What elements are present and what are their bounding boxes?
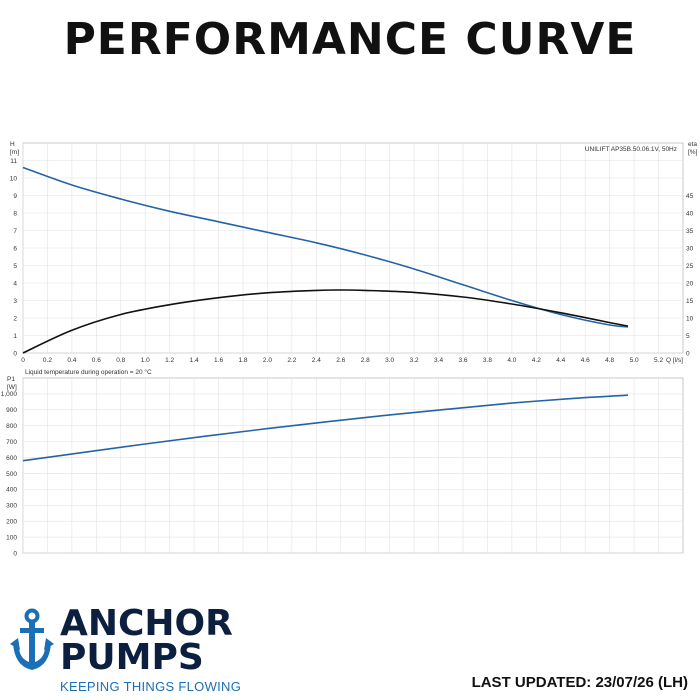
brand-name-line1: ANCHOR — [60, 603, 233, 644]
x-tick-label: 1.6 — [214, 357, 223, 364]
y-tick-label: 0 — [13, 350, 17, 357]
x-tick-label: 0.2 — [43, 357, 52, 364]
x-tick-label: 3.8 — [483, 357, 492, 364]
x-tick-label: 2.6 — [336, 357, 345, 364]
y-axis-unit: [m] — [10, 149, 19, 156]
y2-tick-label: 45 — [686, 193, 694, 200]
efficiency-curve — [22, 289, 629, 354]
y-tick-label: 6 — [13, 245, 17, 252]
chart-annotation: Liquid temperature during operation = 20… — [25, 368, 152, 376]
y-axis-unit: [W] — [7, 384, 17, 391]
y-tick-label: 900 — [6, 407, 17, 414]
y2-tick-label: 25 — [686, 263, 694, 270]
x-tick-label: 1.2 — [165, 357, 174, 364]
y-tick-label: 7 — [13, 228, 17, 235]
y-tick-label: 200 — [6, 518, 17, 525]
y-tick-label: 0 — [13, 550, 17, 557]
page-title: PERFORMANCE CURVE — [63, 14, 637, 65]
y2-tick-label: 0 — [686, 350, 690, 357]
y2-tick-label: 40 — [686, 210, 694, 217]
brand-name-line2: PUMPS — [60, 637, 204, 678]
y2-tick-label: 20 — [686, 280, 694, 287]
x-tick-label: 4.0 — [507, 357, 516, 364]
y-tick-label: 4 — [13, 280, 17, 287]
y-tick-label: 9 — [13, 193, 17, 200]
x-tick-label: 0 — [21, 357, 25, 364]
y-tick-label: 600 — [6, 455, 17, 462]
last-updated-text: LAST UPDATED: 23/07/26 (LH) — [471, 674, 688, 691]
y-tick-label: 300 — [6, 503, 17, 510]
x-tick-label: 4.2 — [532, 357, 541, 364]
y-tick-label: 100 — [6, 534, 17, 541]
y2-axis-label: eta — [688, 141, 697, 148]
x-tick-label: 5.2 — [654, 357, 663, 364]
y-tick-label: 11 — [10, 158, 17, 165]
x-tick-label: 3.0 — [385, 357, 394, 364]
x-tick-label: 1.4 — [190, 357, 199, 364]
y2-tick-label: 30 — [686, 245, 694, 252]
x-tick-label: 1.0 — [141, 357, 150, 364]
anchor-icon — [10, 608, 54, 679]
y-tick-label: 1,000 — [1, 391, 18, 398]
x-axis-label: Q [l/s] — [666, 357, 683, 364]
x-tick-label: 0.4 — [67, 357, 76, 364]
y2-tick-label: 15 — [686, 298, 694, 305]
y2-axis-unit: [%] — [688, 149, 698, 156]
x-tick-label: 0.8 — [116, 357, 125, 364]
brand-tagline: KEEPING THINGS FLOWING — [60, 679, 242, 694]
x-tick-label: 2.2 — [287, 357, 296, 364]
pump-curve-chart: 0 0.2 0.4 0.6 0.8 1.0 1.2 1.4 1.6 1.8 2.0 2.2 2.4 2.6… — [10, 141, 698, 364]
head-curve — [22, 166, 629, 328]
x-tick-label: 0.6 — [92, 357, 101, 364]
y-tick-label: 800 — [6, 423, 17, 430]
x-tick-label: 1.8 — [238, 357, 247, 364]
x-tick-label: 3.2 — [410, 357, 419, 364]
y-tick-label: 400 — [6, 487, 17, 494]
x-tick-label: 4.8 — [605, 357, 614, 364]
y-tick-label: 500 — [6, 471, 17, 478]
x-tick-label: 3.6 — [458, 357, 467, 364]
y-tick-label: 8 — [13, 210, 17, 217]
y-tick-label: 3 — [13, 298, 17, 305]
brand-logo: ANCHOR PUMPS KEEPING THINGS FLOWING — [10, 606, 260, 696]
y-tick-label: 1 — [13, 333, 17, 340]
y-tick-label: 10 — [10, 175, 18, 182]
power-curve — [22, 394, 629, 462]
x-tick-label: 2.4 — [312, 357, 321, 364]
plot-area — [22, 377, 684, 554]
y-axis-label: H — [10, 141, 15, 148]
y2-tick-label: 35 — [686, 228, 694, 235]
power-curve-chart: 0 100 200 300 400 500 600 700 800 900 1,000 P1[W] Li… — [1, 368, 684, 557]
y-tick-label: 700 — [6, 439, 17, 446]
y2-tick-label: 10 — [686, 315, 694, 322]
legend-text: UNILIFT AP35B.50.06.1V, 50Hz — [585, 146, 677, 153]
x-tick-label: 4.4 — [556, 357, 565, 364]
x-tick-label: 2.0 — [263, 357, 272, 364]
y-tick-label: 2 — [13, 315, 17, 322]
y-axis-label: P1 — [7, 376, 15, 383]
x-tick-label: 5.0 — [630, 357, 639, 364]
x-tick-label: 3.4 — [434, 357, 443, 364]
y2-tick-label: 5 — [686, 333, 690, 340]
y-tick-label: 5 — [13, 263, 17, 270]
x-tick-label: 4.6 — [581, 357, 590, 364]
x-tick-label: 2.8 — [361, 357, 370, 364]
